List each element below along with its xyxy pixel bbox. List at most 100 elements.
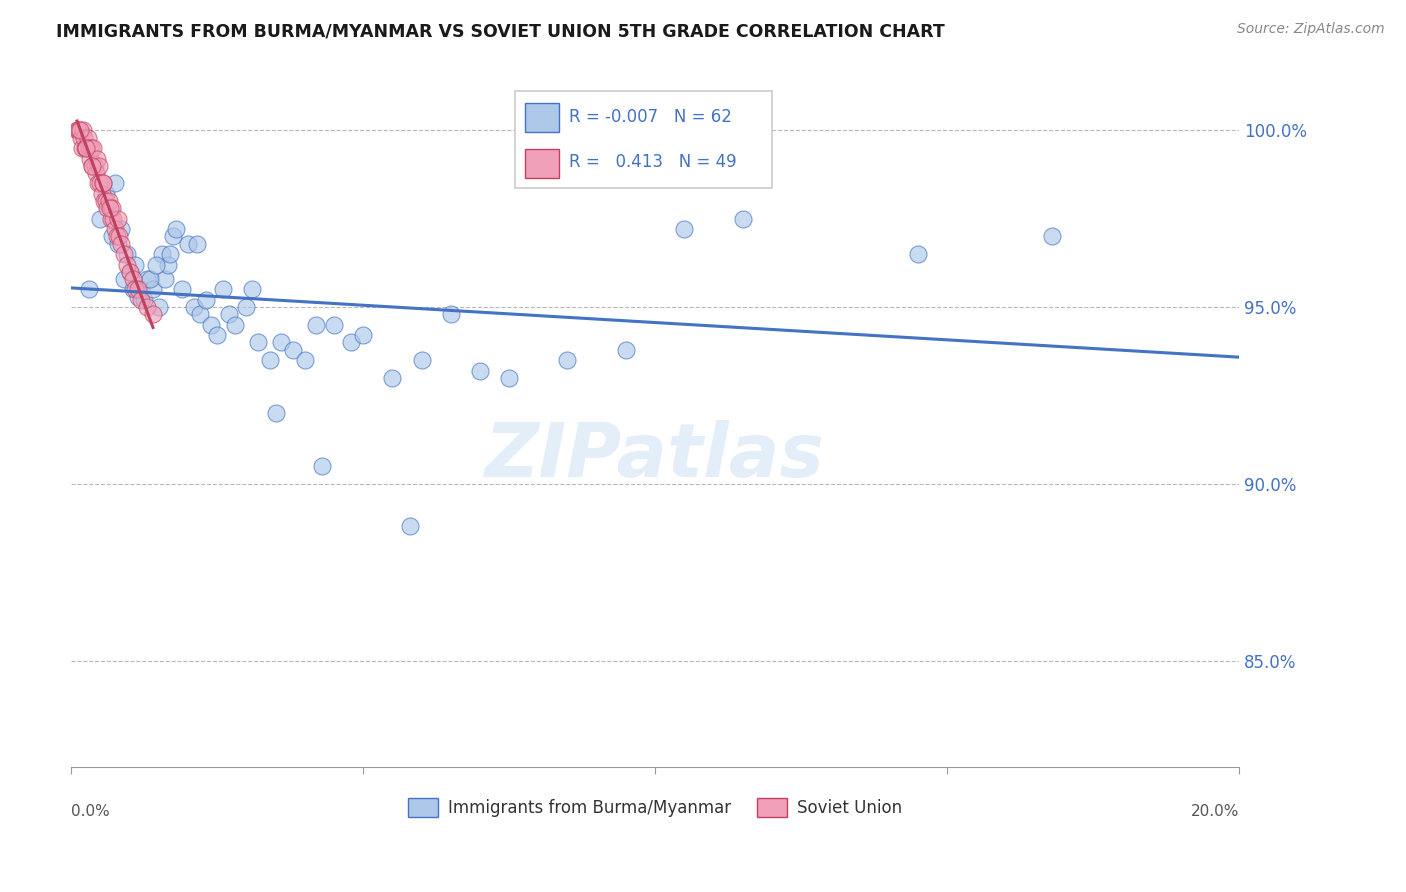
Point <box>153 272 176 286</box>
Point <box>118 265 141 279</box>
Point <box>731 211 754 226</box>
Point <box>98 201 121 215</box>
Point <box>89 211 111 226</box>
Point <box>86 152 108 166</box>
Point <box>84 166 107 180</box>
Point <box>294 353 316 368</box>
Point <box>69 130 91 145</box>
Point <box>67 123 90 137</box>
Point <box>145 258 167 272</box>
Point <box>91 177 114 191</box>
Point <box>76 130 98 145</box>
Point <box>110 236 132 251</box>
Point <box>115 258 138 272</box>
Point <box>75 141 97 155</box>
Point <box>159 247 181 261</box>
Point <box>80 141 103 155</box>
Point <box>124 258 146 272</box>
Point <box>77 283 100 297</box>
Point <box>323 318 346 332</box>
Point <box>440 307 463 321</box>
Point <box>118 265 141 279</box>
Point <box>107 236 129 251</box>
Text: 20.0%: 20.0% <box>1191 805 1239 820</box>
Point <box>148 300 170 314</box>
Point <box>381 371 404 385</box>
Point <box>121 283 143 297</box>
Point <box>188 307 211 321</box>
Point <box>79 152 101 166</box>
Point <box>129 283 152 297</box>
Point <box>311 459 333 474</box>
Point <box>98 194 121 208</box>
Point <box>89 159 111 173</box>
Point <box>104 177 127 191</box>
Text: ZIPatlas: ZIPatlas <box>485 420 825 493</box>
Point <box>136 272 159 286</box>
Point <box>93 177 115 191</box>
Point <box>100 211 122 226</box>
Point <box>70 141 93 155</box>
Point <box>172 283 194 297</box>
Point <box>89 177 111 191</box>
Point <box>165 222 187 236</box>
Point <box>614 343 637 357</box>
Point <box>129 293 152 307</box>
Point <box>127 283 149 297</box>
Point <box>411 353 433 368</box>
Point <box>398 519 420 533</box>
Point <box>264 406 287 420</box>
Point <box>101 229 124 244</box>
Point <box>93 194 115 208</box>
Point <box>69 123 91 137</box>
Point <box>75 141 97 155</box>
Point <box>75 141 97 155</box>
Point <box>240 283 263 297</box>
Point <box>1040 229 1063 244</box>
Point <box>80 159 103 173</box>
Text: IMMIGRANTS FROM BURMA/MYANMAR VS SOVIET UNION 5TH GRADE CORRELATION CHART: IMMIGRANTS FROM BURMA/MYANMAR VS SOVIET … <box>56 22 945 40</box>
Point <box>212 283 235 297</box>
Point <box>468 364 491 378</box>
Point <box>82 141 104 155</box>
Point <box>83 159 105 173</box>
Point <box>150 247 173 261</box>
Legend: Immigrants from Burma/Myanmar, Soviet Union: Immigrants from Burma/Myanmar, Soviet Un… <box>402 792 908 823</box>
Point <box>352 328 374 343</box>
Point <box>177 236 200 251</box>
Point <box>305 318 328 332</box>
Point <box>205 328 228 343</box>
Point <box>200 318 222 332</box>
Point <box>557 353 579 368</box>
Point <box>96 201 118 215</box>
Point <box>136 300 159 314</box>
Point <box>67 123 90 137</box>
Point <box>66 123 89 137</box>
Point <box>270 335 292 350</box>
Text: 0.0%: 0.0% <box>72 805 110 820</box>
Point <box>124 283 146 297</box>
Point <box>224 318 246 332</box>
Point <box>73 130 96 145</box>
Point <box>105 229 128 244</box>
Point <box>259 353 281 368</box>
Point <box>82 159 104 173</box>
Point <box>218 307 240 321</box>
Point <box>96 187 118 202</box>
Point <box>87 177 110 191</box>
Point <box>77 141 100 155</box>
Point <box>673 222 696 236</box>
Point <box>139 272 162 286</box>
Point <box>142 307 165 321</box>
Point <box>134 293 156 307</box>
Point <box>127 289 149 303</box>
Text: Source: ZipAtlas.com: Source: ZipAtlas.com <box>1237 22 1385 37</box>
Point <box>103 211 125 226</box>
Point <box>281 343 304 357</box>
Point <box>101 201 124 215</box>
Point <box>108 229 131 244</box>
Point <box>121 272 143 286</box>
Point <box>247 335 270 350</box>
Point <box>112 272 135 286</box>
Point <box>112 247 135 261</box>
